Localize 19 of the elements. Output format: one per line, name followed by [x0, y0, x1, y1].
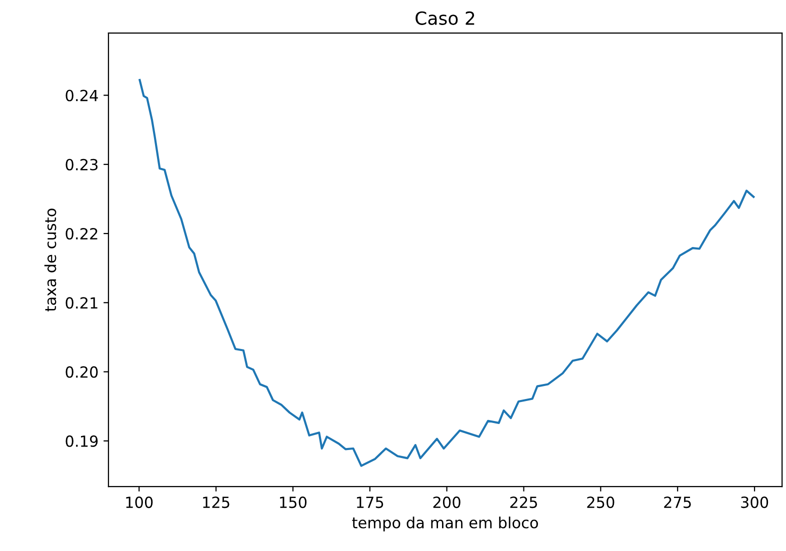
y-tick-label: 0.21 [66, 297, 98, 309]
y-tick-label: 0.22 [66, 228, 98, 240]
x-tick-label: 225 [510, 496, 537, 508]
x-tick-label: 175 [356, 496, 384, 508]
chart-title: Caso 2 [416, 11, 474, 25]
x-axis-title: tempo da man em bloco [352, 516, 538, 532]
x-tick-label: 150 [280, 496, 307, 508]
y-tick-label: 0.24 [66, 90, 98, 102]
x-tick-label: 125 [203, 496, 230, 508]
y-tick-label: 0.23 [66, 158, 98, 170]
y-tick-label: 0.19 [66, 435, 98, 447]
line-series [138, 79, 755, 467]
x-tick-label: 250 [587, 496, 614, 508]
y-tick-label: 0.20 [66, 366, 98, 378]
x-tick-label: 275 [664, 496, 691, 508]
x-tick-label: 100 [126, 496, 153, 508]
y-axis-title: taxa de custo [44, 208, 56, 312]
x-tick-label: 300 [741, 496, 768, 508]
x-tick-label: 200 [433, 496, 460, 508]
